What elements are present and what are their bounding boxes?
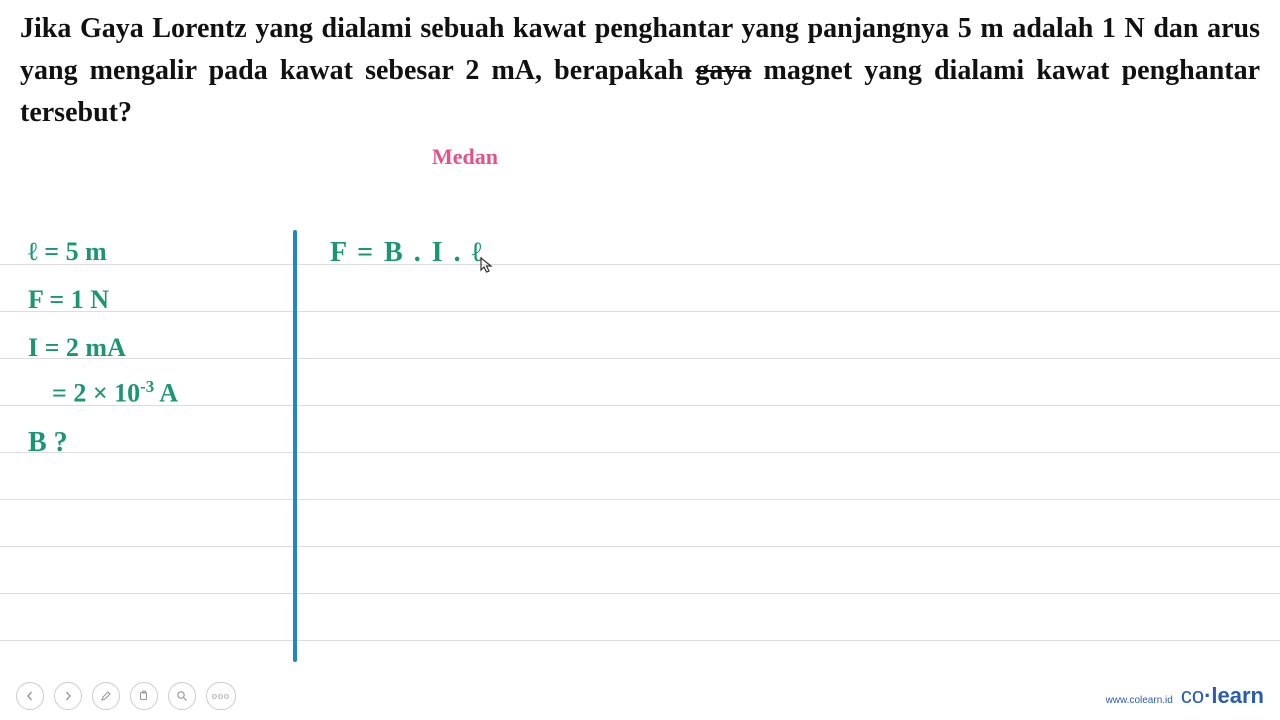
search-icon	[176, 690, 188, 702]
rule-line	[0, 264, 1280, 265]
cursor-icon	[480, 257, 494, 275]
rule-line	[0, 546, 1280, 547]
footer-url: www.colearn.id	[1106, 695, 1173, 706]
footer-branding: www.colearn.id co·learn	[1106, 683, 1264, 709]
logo-learn: learn	[1211, 683, 1264, 708]
question-line-3b: magnet yang dialami kawat	[751, 55, 1109, 86]
current-prefix: = 2 × 10	[52, 379, 140, 408]
chevron-right-icon	[63, 691, 73, 701]
footer-bar: ooo www.colearn.id co·learn	[0, 672, 1280, 720]
given-force: F = 1 N	[28, 285, 109, 315]
footer-controls: ooo	[16, 682, 236, 710]
copy-button[interactable]	[130, 682, 158, 710]
page-container: Jika Gaya Lorentz yang dialami sebuah ka…	[0, 0, 1280, 720]
formula: F = B . I . ℓ	[330, 237, 484, 269]
zoom-button[interactable]	[168, 682, 196, 710]
correction-annotation: Medan	[432, 144, 498, 170]
question-text: Jika Gaya Lorentz yang dialami sebuah ka…	[20, 8, 1260, 134]
strikethrough-word: gaya	[695, 55, 751, 86]
logo-co: co	[1181, 683, 1204, 708]
rule-line	[0, 452, 1280, 453]
current-suffix: A	[154, 379, 178, 408]
pen-button[interactable]	[92, 682, 120, 710]
question-line-3a: sebesar 2 mA, berapakah	[365, 55, 695, 86]
rule-line	[0, 358, 1280, 359]
unknown-b: B ?	[28, 427, 68, 459]
work-area: ℓ = 5 m F = 1 N I = 2 mA = 2 × 10-3 A B …	[0, 215, 1280, 660]
rule-line	[0, 640, 1280, 641]
copy-icon	[138, 690, 150, 702]
more-icon: ooo	[212, 691, 230, 702]
rule-line	[0, 499, 1280, 500]
prev-button[interactable]	[16, 682, 44, 710]
given-current-a: = 2 × 10-3 A	[52, 377, 178, 409]
vertical-divider	[293, 230, 297, 662]
question-line-1: Jika Gaya Lorentz yang dialami sebuah ka…	[20, 13, 799, 44]
more-button[interactable]: ooo	[206, 682, 236, 710]
question-block: Jika Gaya Lorentz yang dialami sebuah ka…	[0, 0, 1280, 134]
current-exponent: -3	[140, 377, 154, 396]
given-current-ma: I = 2 mA	[28, 333, 126, 363]
rule-line	[0, 311, 1280, 312]
given-length: ℓ = 5 m	[28, 237, 107, 267]
next-button[interactable]	[54, 682, 82, 710]
rule-line	[0, 405, 1280, 406]
pen-icon	[100, 690, 112, 702]
footer-logo: co·learn	[1181, 683, 1264, 709]
rule-line	[0, 593, 1280, 594]
chevron-left-icon	[25, 691, 35, 701]
